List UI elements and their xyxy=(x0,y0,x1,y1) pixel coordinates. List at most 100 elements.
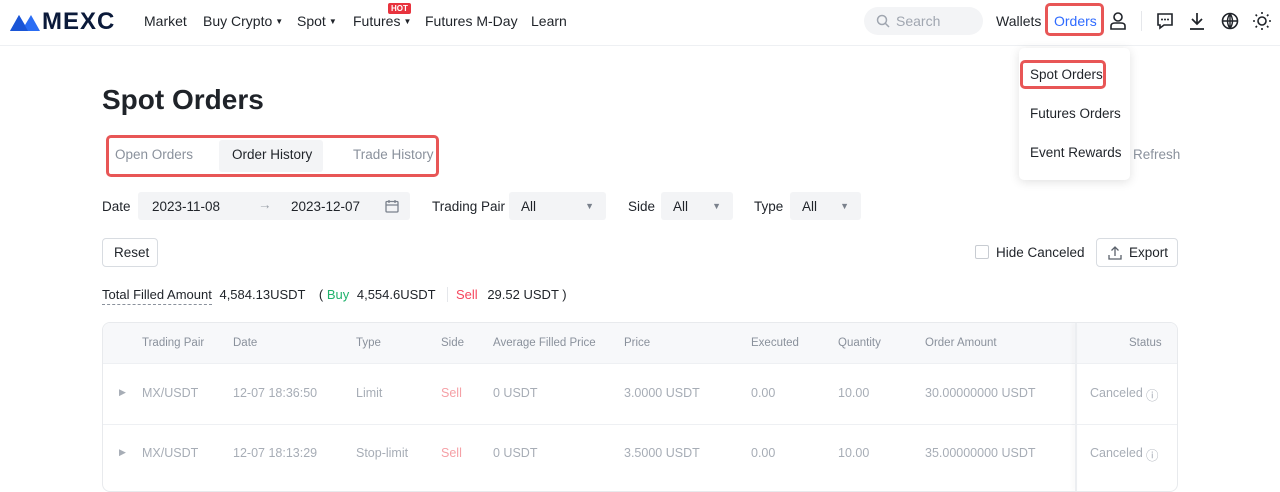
cell-type: Stop-limit xyxy=(356,446,409,460)
nav-label: Futures xyxy=(353,13,401,29)
cell-status: Canceled xyxy=(1090,446,1143,460)
cell-avg-filled-price: 0 USDT xyxy=(493,386,538,400)
nav-learn[interactable]: Learn xyxy=(531,13,567,29)
date-to[interactable]: 2023-12-07 xyxy=(291,199,361,214)
active-tab-bg xyxy=(219,140,323,172)
total-filled-summary: Total Filled Amount 4,584.13USDT ( Buy 4… xyxy=(102,287,567,305)
col-price: Price xyxy=(624,337,651,349)
col-type: Type xyxy=(356,337,381,349)
nav-futures-mday[interactable]: Futures M-Day xyxy=(425,13,518,29)
brand-name: MEXC xyxy=(42,8,116,35)
total-filled-label: Total Filled Amount xyxy=(102,287,212,305)
nav-market[interactable]: Market xyxy=(144,13,187,29)
type-label: Type xyxy=(754,199,784,214)
trading-pair-select[interactable]: All ▼ xyxy=(509,192,606,220)
cell-side: Sell xyxy=(441,446,462,460)
cell-trading-pair: MX/USDT xyxy=(142,446,199,460)
nav-orders[interactable]: Orders xyxy=(1054,13,1097,29)
col-quantity: Quantity xyxy=(838,337,881,349)
highlight-tabs xyxy=(106,135,439,177)
trading-pair-label: Trading Pair xyxy=(432,199,506,214)
refresh-button[interactable]: Refresh xyxy=(1133,147,1181,162)
side-select[interactable]: All ▼ xyxy=(661,192,733,220)
globe-icon[interactable] xyxy=(1221,12,1239,30)
mexc-logo-icon xyxy=(10,15,40,31)
theme-sun-icon[interactable] xyxy=(1252,11,1272,31)
date-label: Date xyxy=(102,199,131,214)
table-header xyxy=(103,323,1177,364)
cell-quantity: 10.00 xyxy=(838,446,870,460)
nav-buy-crypto[interactable]: Buy Crypto ▼ xyxy=(203,13,283,29)
date-from[interactable]: 2023-11-08 xyxy=(152,199,221,214)
tab-order-history[interactable]: Order History xyxy=(232,147,313,162)
paren-close: ) xyxy=(562,287,567,302)
nav-wallets[interactable]: Wallets xyxy=(996,13,1042,29)
cell-order-amount: 30.00000000 USDT xyxy=(925,386,1036,400)
highlight-orders xyxy=(1045,3,1104,36)
cell-status: Canceled xyxy=(1090,386,1143,400)
col-executed: Executed xyxy=(751,337,799,349)
top-header: MEXC Market Buy Crypto ▼ Spot ▼ Futures ▼ H… xyxy=(0,0,1280,46)
caret-down-icon: ▼ xyxy=(840,201,849,211)
sell-label: Sell xyxy=(447,287,478,302)
orders-table xyxy=(102,322,1178,492)
expand-row-icon[interactable]: ▶ xyxy=(119,387,126,397)
col-date: Date xyxy=(233,337,258,349)
date-range-picker[interactable]: 2023-11-08 → 2023-12-07 xyxy=(138,192,410,220)
search-icon xyxy=(876,14,890,28)
row-divider xyxy=(103,424,1177,425)
cell-price: 3.5000 USDT xyxy=(624,446,700,460)
nav-futures[interactable]: Futures ▼ xyxy=(353,13,411,29)
menu-item-spot-orders[interactable]: Spot Orders xyxy=(1030,67,1103,82)
cell-executed: 0.00 xyxy=(751,386,776,400)
cell-quantity: 10.00 xyxy=(838,386,870,400)
export-button[interactable]: Export xyxy=(1096,238,1178,267)
export-label: Export xyxy=(1129,245,1169,260)
col-status: Status xyxy=(1129,337,1162,349)
export-icon xyxy=(1108,246,1122,260)
info-icon[interactable]: ⓘ xyxy=(1146,449,1159,463)
download-icon[interactable] xyxy=(1188,11,1206,31)
col-trading-pair: Trading Pair xyxy=(142,337,205,349)
reset-button[interactable]: Reset xyxy=(102,238,158,267)
arrow-right-icon: → xyxy=(258,197,272,212)
col-side: Side xyxy=(441,337,465,349)
info-icon[interactable]: ⓘ xyxy=(1146,389,1159,403)
menu-item-event-rewards[interactable]: Event Rewards xyxy=(1030,145,1122,160)
divider xyxy=(1141,11,1142,31)
side-label: Side xyxy=(628,199,656,214)
menu-item-futures-orders[interactable]: Futures Orders xyxy=(1030,106,1121,121)
sticky-column-divider xyxy=(1075,323,1077,491)
total-value: 4,584.13 xyxy=(219,287,271,302)
select-value: All xyxy=(521,199,537,214)
nav-spot[interactable]: Spot ▼ xyxy=(297,13,337,29)
select-value: All xyxy=(673,199,689,214)
user-icon[interactable] xyxy=(1109,11,1127,31)
cell-order-amount: 35.00000000 USDT xyxy=(925,446,1036,460)
cell-date: 12-07 18:36:50 xyxy=(233,386,318,400)
cell-type: Limit xyxy=(356,386,383,400)
tab-trade-history[interactable]: Trade History xyxy=(353,147,434,162)
type-select[interactable]: All ▼ xyxy=(790,192,861,220)
cell-executed: 0.00 xyxy=(751,446,776,460)
cell-trading-pair: MX/USDT xyxy=(142,386,199,400)
col-avg-filled-price: Average Filled Price xyxy=(493,337,596,349)
cell-side: Sell xyxy=(441,386,462,400)
cell-date: 12-07 18:13:29 xyxy=(233,446,318,460)
tab-open-orders[interactable]: Open Orders xyxy=(115,147,194,162)
caret-down-icon: ▼ xyxy=(585,201,594,211)
calendar-icon xyxy=(385,200,399,213)
caret-down-icon: ▼ xyxy=(275,17,284,26)
mexc-logo[interactable]: MEXC xyxy=(8,8,128,35)
caret-down-icon: ▼ xyxy=(403,17,412,26)
hide-canceled-checkbox[interactable] xyxy=(975,245,989,259)
paren-open: ( xyxy=(318,287,324,302)
sell-value: 29.52 xyxy=(487,287,520,302)
expand-row-icon[interactable]: ▶ xyxy=(119,447,126,457)
col-order-amount: Order Amount xyxy=(925,337,997,349)
hide-canceled-label[interactable]: Hide Canceled xyxy=(996,245,1085,260)
cell-price: 3.0000 USDT xyxy=(624,386,700,400)
buy-value: 4,554.6 xyxy=(356,287,401,302)
search-input[interactable]: Search xyxy=(864,7,983,35)
chat-icon[interactable] xyxy=(1156,12,1174,30)
